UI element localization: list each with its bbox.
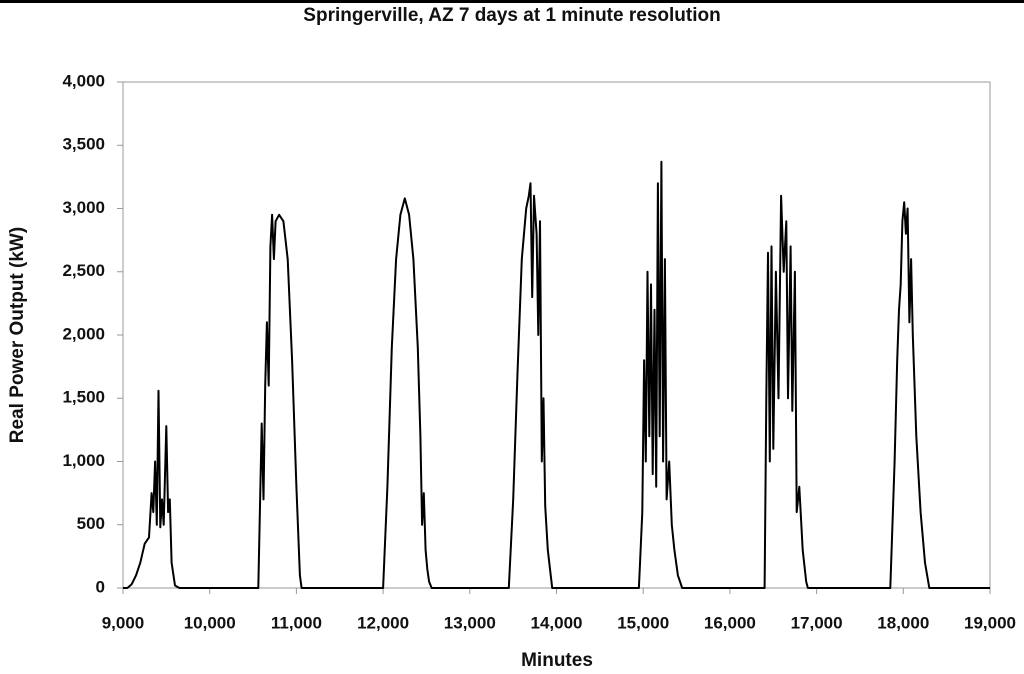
y-tick-label: 3,000: [62, 198, 105, 217]
y-tick-label: 1,000: [62, 451, 105, 470]
y-tick-label: 3,500: [62, 135, 105, 154]
y-tick-label: 4,000: [62, 71, 105, 90]
x-tick-label: 17,000: [791, 613, 843, 632]
y-tick-label: 1,500: [62, 388, 105, 407]
x-tick-label: 13,000: [444, 613, 496, 632]
x-tick-label: 15,000: [617, 613, 669, 632]
x-tick-label: 19,000: [964, 613, 1016, 632]
y-tick-label: 0: [96, 577, 105, 596]
x-tick-label: 14,000: [531, 613, 583, 632]
y-tick-label: 500: [77, 514, 105, 533]
x-axis-label: Minutes: [521, 650, 593, 671]
top-edge: [0, 0, 1024, 3]
x-tick-label: 12,000: [357, 613, 409, 632]
chart-title: Springerville, AZ 7 days at 1 minute res…: [303, 5, 720, 26]
x-tick-label: 10,000: [184, 613, 236, 632]
x-tick-label: 9,000: [102, 613, 145, 632]
y-tick-label: 2,000: [62, 324, 105, 343]
x-tick-label: 11,000: [271, 613, 322, 632]
x-tick-label: 18,000: [877, 613, 929, 632]
plot-area: [122, 81, 991, 589]
x-tick-label: 16,000: [704, 613, 756, 632]
power-line: [123, 160, 990, 589]
y-tick-label: 2,500: [62, 261, 105, 280]
y-axis-label: Real Power Output (kW): [7, 227, 28, 443]
